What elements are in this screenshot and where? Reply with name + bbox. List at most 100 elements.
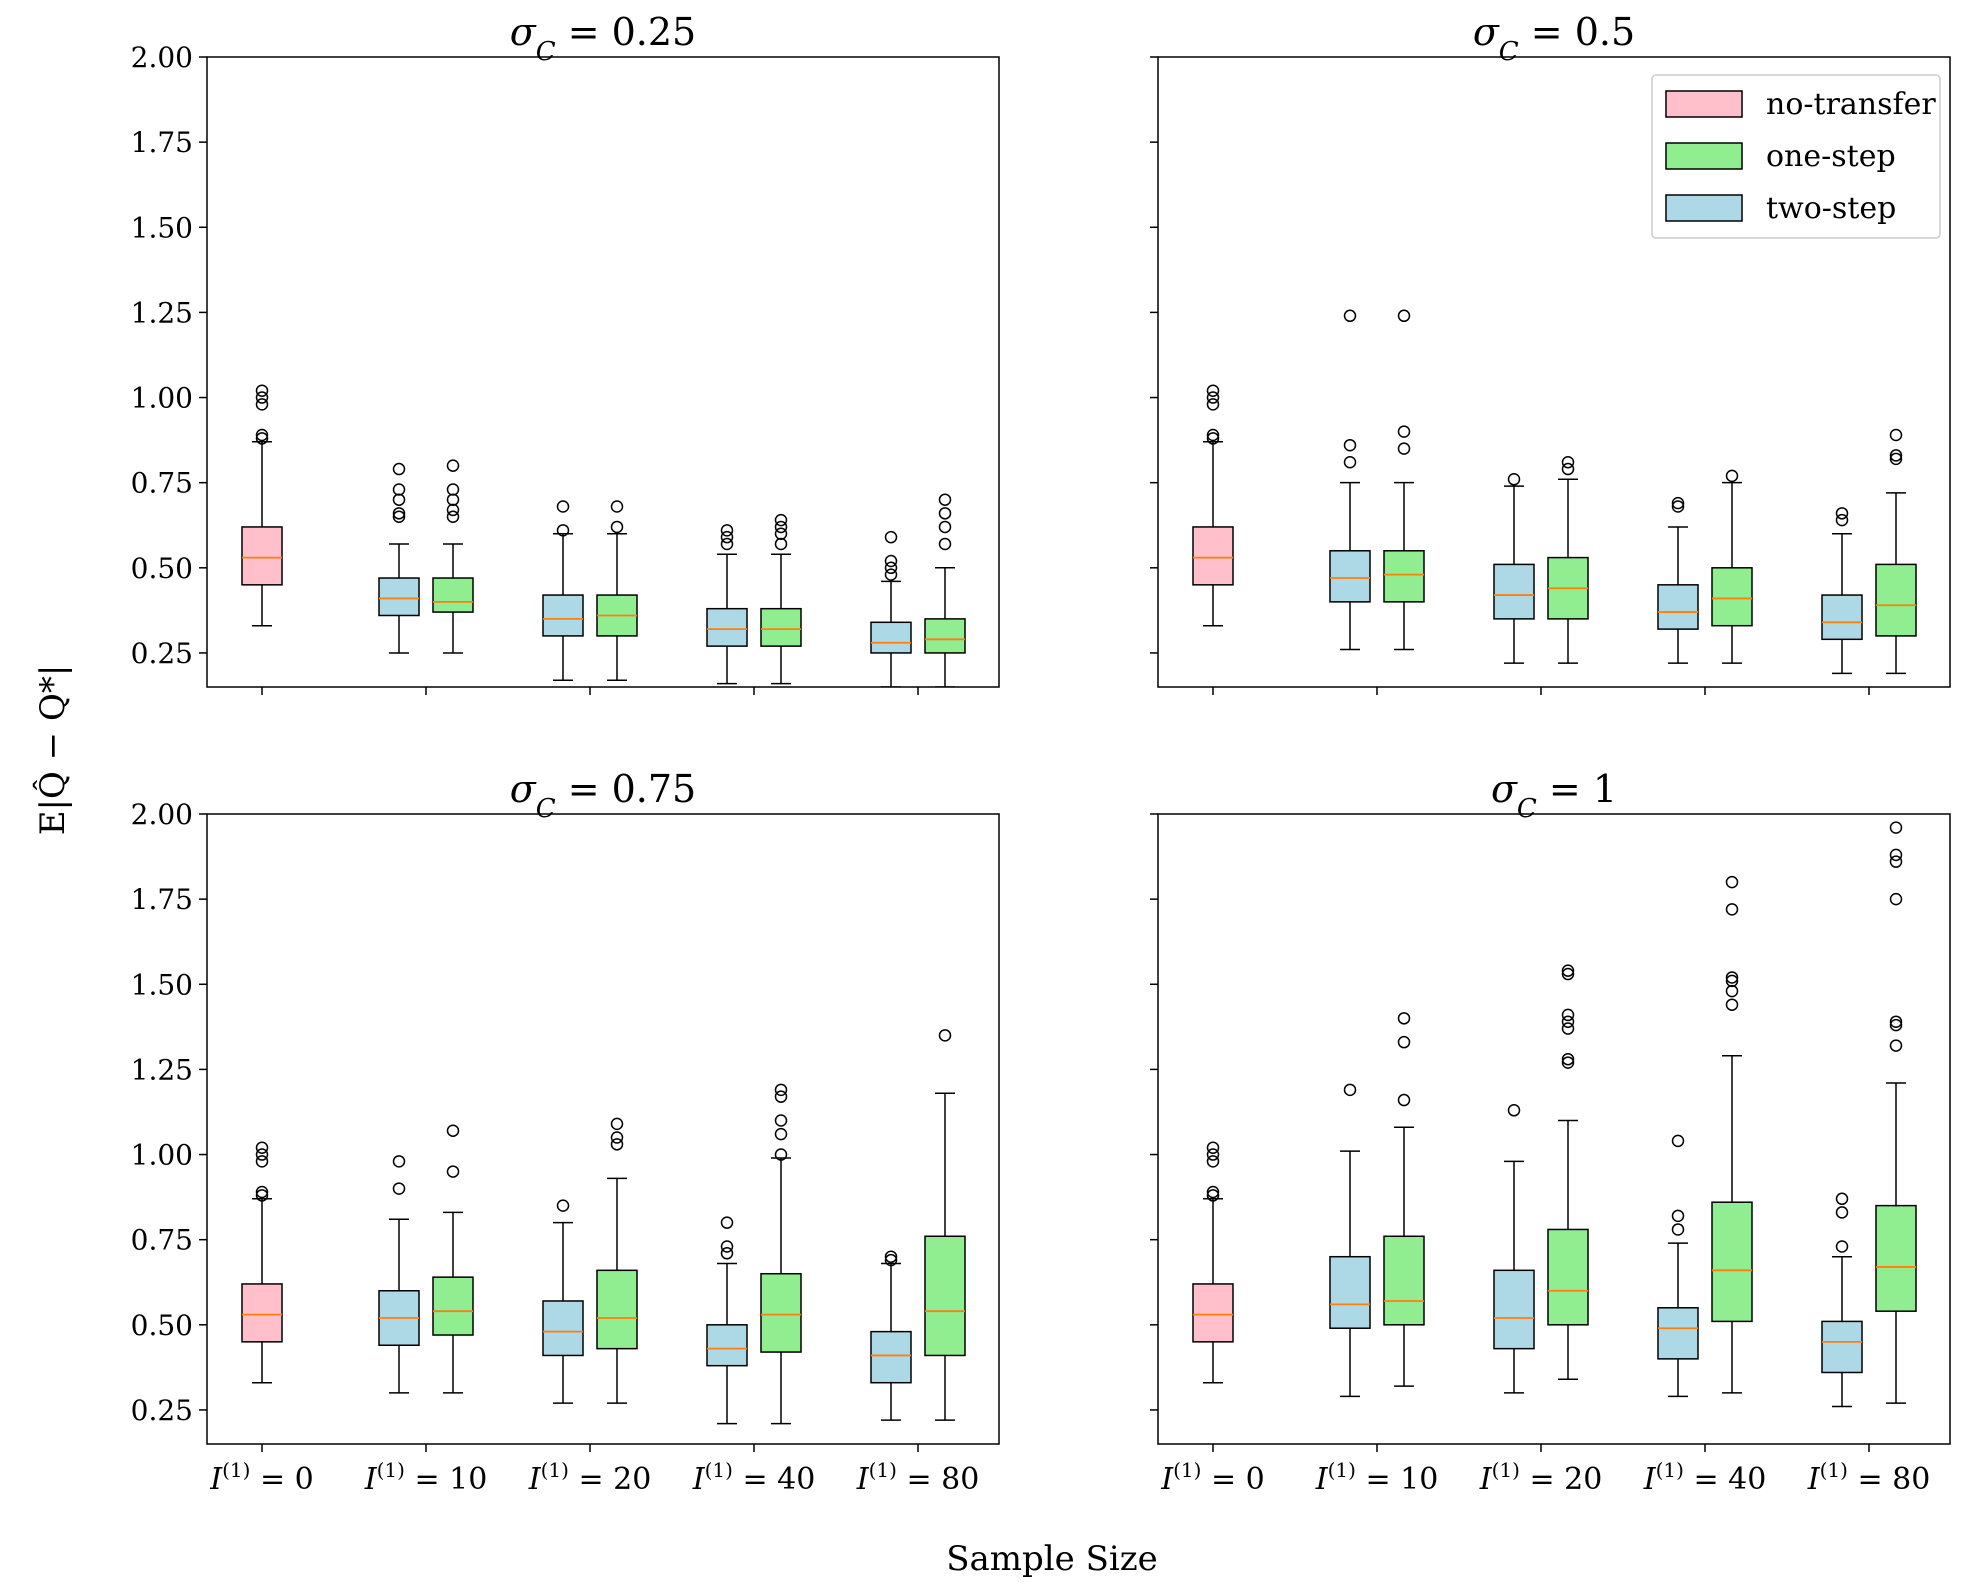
x-tick-label-value: = 0 (1201, 1462, 1264, 1497)
outlier-point (1343, 455, 1357, 469)
outlier-point (255, 428, 269, 442)
box-iqr (1329, 550, 1371, 603)
outlier-point (938, 1029, 952, 1042)
box-one-step (1875, 428, 1917, 675)
panel-frame (206, 56, 1000, 688)
x-tick-label: I(1) = 0 (209, 1458, 314, 1497)
outlier-point (774, 1083, 788, 1097)
box-no-transfer (241, 384, 283, 627)
box-iqr (241, 1283, 283, 1343)
panel-plot-area (241, 1029, 966, 1425)
outlier-point (392, 462, 406, 476)
x-tick-label-var: I (692, 1462, 706, 1497)
outlier-point (1671, 496, 1685, 510)
y-tick-label: 1.00 (131, 382, 193, 415)
box-iqr (924, 618, 966, 654)
box-two-step (542, 500, 584, 681)
outlier-point (1561, 1015, 1575, 1028)
box-iqr (870, 621, 912, 654)
x-tick-label-superscript: (1) (377, 1458, 405, 1482)
outlier-point (1397, 425, 1411, 438)
outlier-point (1397, 309, 1411, 323)
x-tick-label: I(1) = 20 (1479, 1458, 1603, 1497)
legend-label: two-step (1766, 191, 1896, 226)
box-two-step (1657, 496, 1699, 664)
box-iqr (542, 1300, 584, 1357)
x-tick-label: I(1) = 0 (1160, 1458, 1265, 1497)
outlier-point (1889, 892, 1903, 906)
outlier-point (1725, 971, 1739, 984)
outlier-point (1397, 1012, 1411, 1025)
outlier-point (774, 1090, 788, 1103)
x-tick-label-value: = 0 (250, 1462, 313, 1497)
y-tick-label: 1.75 (131, 883, 193, 916)
panel-title-value: = 1 (1537, 767, 1617, 811)
outlier-point (1889, 1018, 1903, 1032)
x-tick-label-superscript: (1) (1492, 1458, 1520, 1482)
outlier-point (255, 1189, 269, 1202)
outlier-point (1725, 469, 1739, 483)
box-two-step (1329, 309, 1371, 651)
panel-title-sigma: σ (1491, 767, 1518, 811)
y-tick-label: 0.75 (131, 1224, 193, 1257)
outlier-point (255, 384, 269, 397)
box-one-step (924, 1029, 966, 1421)
outlier-point (1206, 1185, 1220, 1199)
panel-plot-area (1192, 821, 1917, 1408)
box-iqr (706, 1324, 748, 1367)
outlier-point (1206, 432, 1220, 445)
outlier-point (774, 537, 788, 551)
legend-swatch (1665, 90, 1743, 118)
outlier-point (446, 503, 460, 517)
panel-frame (1157, 813, 1951, 1445)
outlier-point (255, 1148, 269, 1161)
outlier-point (1206, 1155, 1220, 1168)
outlier-point (556, 524, 570, 537)
panel-title-subscript: C (1517, 794, 1537, 824)
outlier-point (1561, 1008, 1575, 1022)
panel-title: σC = 0.75 (510, 767, 696, 824)
outlier-point (1507, 1104, 1521, 1117)
outlier-point (1206, 428, 1220, 442)
x-tick-label: I(1) = 80 (1807, 1458, 1931, 1497)
box-iqr (432, 1276, 474, 1336)
panel-title-sigma: σ (510, 10, 537, 54)
outlier-point (884, 561, 898, 575)
outlier-point (392, 510, 406, 523)
box-one-step (1547, 455, 1589, 664)
outlier-point (446, 493, 460, 506)
panel-title: σC = 1 (1491, 767, 1617, 824)
outlier-point (720, 1240, 734, 1253)
x-tick-label: I(1) = 40 (1643, 1458, 1767, 1497)
outlier-point (1671, 1134, 1685, 1148)
x-tick-label: I(1) = 20 (528, 1458, 652, 1497)
y-tick-label: 0.25 (131, 637, 193, 670)
box-two-step (1493, 1104, 1535, 1394)
outlier-point (255, 1185, 269, 1199)
box-two-step (1657, 1134, 1699, 1398)
legend-label: one-step (1766, 139, 1896, 174)
panel-frame (1157, 56, 1951, 688)
box-one-step (596, 500, 638, 681)
box-iqr (1875, 563, 1917, 637)
panel-title-value: = 0.25 (556, 10, 697, 54)
box-one-step (1711, 875, 1753, 1394)
box-no-transfer (241, 1141, 283, 1384)
outlier-point (1835, 1240, 1849, 1253)
outlier-point (1397, 1035, 1411, 1049)
box-one-step (1383, 1012, 1425, 1387)
outlier-point (1889, 428, 1903, 442)
box-two-step (706, 524, 748, 685)
x-tick-label-var: I (1643, 1462, 1657, 1497)
x-tick-label-superscript: (1) (1820, 1458, 1848, 1482)
x-tick-label-var: I (856, 1462, 870, 1497)
outlier-point (774, 520, 788, 534)
x-tick-label-var: I (1315, 1462, 1329, 1497)
outlier-point (446, 483, 460, 496)
x-tick-label: I(1) = 10 (1315, 1458, 1439, 1497)
outlier-point (392, 1155, 406, 1168)
y-tick-label: 1.25 (131, 296, 193, 329)
panel-plot-area (241, 384, 966, 687)
outlier-point (774, 1127, 788, 1141)
